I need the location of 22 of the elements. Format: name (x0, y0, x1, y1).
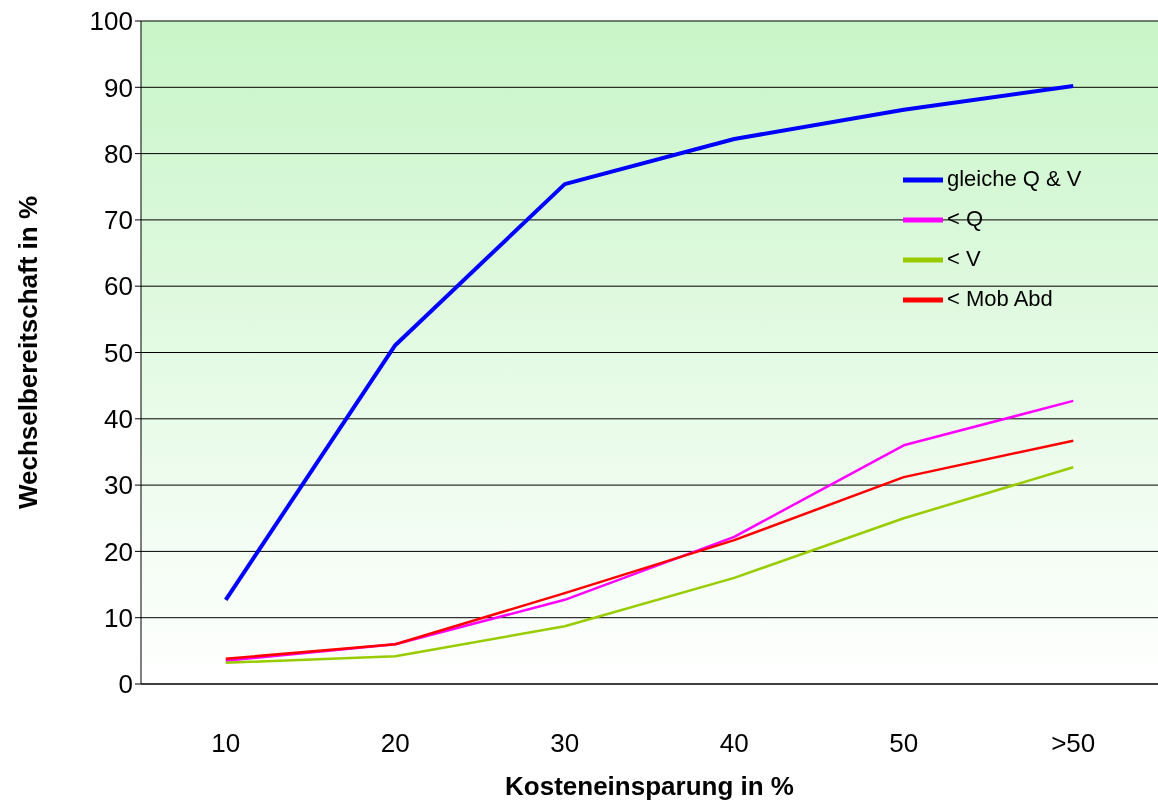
y-tick-label: 80 (104, 138, 133, 169)
x-tick-label: 30 (550, 728, 580, 759)
x-tick-label: 20 (380, 728, 410, 759)
y-tick-label: 90 (104, 72, 133, 103)
x-tick-label: 40 (719, 728, 749, 759)
legend-label: gleiche Q & V (947, 165, 1082, 191)
y-tick-label: 50 (104, 337, 133, 368)
x-tick-label: >50 (1051, 728, 1096, 759)
y-tick-label: 20 (104, 536, 133, 567)
y-tick-label: 0 (118, 669, 133, 700)
y-axis-title: Wechselbereitschaft in % (13, 195, 44, 510)
x-tick-label: 50 (889, 728, 919, 759)
y-tick-label: 10 (104, 602, 133, 633)
legend-label: < Mob Abd (947, 285, 1053, 311)
x-axis-title: Kosteneinsparung in % (505, 771, 794, 801)
x-tick-label: 10 (211, 728, 241, 759)
legend-label: < V (947, 245, 981, 271)
y-tick-label: 60 (104, 271, 133, 302)
y-tick-label: 70 (104, 205, 133, 236)
y-tick-label: 30 (104, 470, 133, 501)
y-tick-label: 100 (89, 6, 133, 37)
y-tick-label: 40 (104, 404, 133, 435)
